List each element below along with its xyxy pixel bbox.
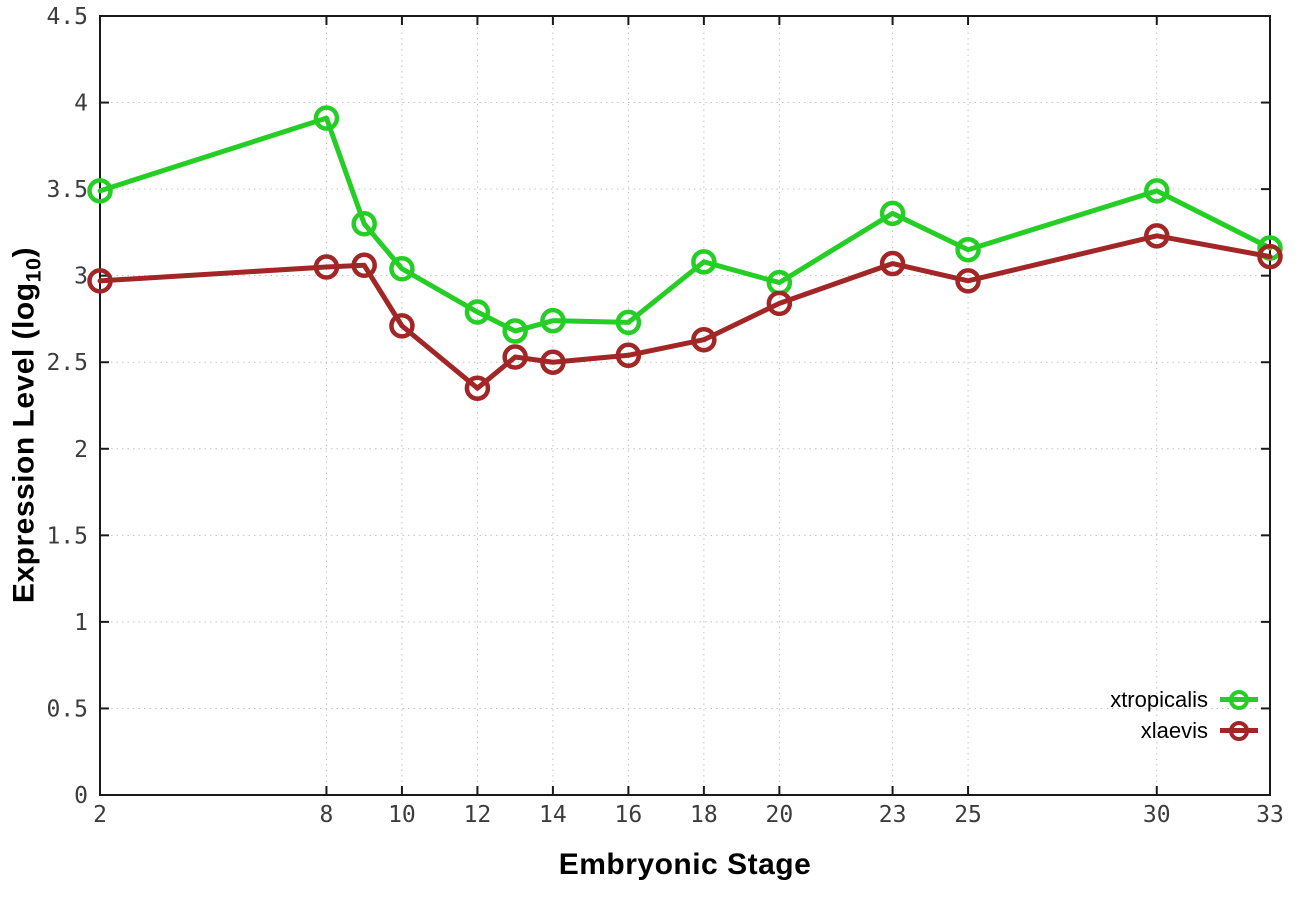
data-point-xlaevis	[389, 313, 415, 339]
y-tick-label: 3.5	[46, 177, 88, 203]
data-point-xlaevis	[351, 252, 377, 279]
y-tick-label: 2.5	[46, 350, 88, 376]
circle-point-icon	[1229, 689, 1249, 710]
data-point-xtropicalis	[955, 236, 981, 263]
x-tick-label: 10	[388, 802, 416, 828]
data-point-xlaevis	[464, 375, 491, 401]
data-point-xlaevis	[615, 342, 642, 369]
data-point-xlaevis	[87, 268, 113, 294]
y-tick-label: 1	[74, 610, 88, 636]
x-tick-label: 18	[690, 802, 718, 828]
x-tick-label: 2	[93, 802, 107, 828]
x-tick-label: 8	[320, 802, 334, 828]
series-marker-icon	[1220, 688, 1258, 712]
y-axis-label-subscript: 10	[20, 257, 46, 283]
y-tick-label: 0.5	[46, 696, 88, 722]
data-point-xlaevis	[955, 268, 981, 294]
y-tick-label: 0	[74, 783, 88, 809]
data-point-xtropicalis	[1144, 178, 1170, 204]
x-tick-label: 12	[464, 802, 492, 828]
x-tick-label: 14	[539, 802, 567, 828]
series-line-xlaevis	[97, 233, 1273, 391]
y-axis-label-text: Expression Level (log	[7, 282, 41, 604]
y-tick-label: 4	[74, 91, 88, 117]
circle-point-icon	[1229, 720, 1249, 741]
data-point-xtropicalis	[615, 309, 642, 336]
data-point-xtropicalis	[879, 200, 906, 227]
data-point-xlaevis	[502, 344, 528, 370]
data-point-xlaevis	[313, 254, 340, 280]
x-tick-label: 16	[615, 802, 643, 828]
data-point-xtropicalis	[502, 318, 528, 344]
data-point-xtropicalis	[464, 299, 491, 325]
series-line-xtropicalis	[97, 115, 1273, 334]
data-point-xtropicalis	[389, 255, 415, 282]
legend-item-xtropicalis: xtropicalis	[1110, 684, 1258, 715]
data-point-xtropicalis	[351, 210, 377, 237]
data-point-xlaevis	[691, 326, 717, 353]
legend-label: xtropicalis	[1110, 686, 1208, 712]
x-tick-label: 30	[1143, 802, 1171, 828]
y-tick-label: 4.5	[46, 4, 88, 30]
data-point-xlaevis	[1144, 223, 1170, 249]
data-point-xlaevis	[766, 290, 793, 317]
y-tick-label: 1.5	[46, 523, 88, 549]
data-point-xtropicalis	[87, 178, 113, 204]
legend-item-xlaevis: xlaevis	[1110, 715, 1258, 746]
x-tick-label: 20	[766, 802, 794, 828]
x-tick-label: 25	[954, 802, 982, 828]
data-point-xlaevis	[540, 349, 566, 375]
data-point-xtropicalis	[691, 249, 717, 275]
x-tick-label: 33	[1256, 802, 1284, 828]
legend: xtropicalis xlaevis	[1110, 684, 1258, 746]
data-point-xlaevis	[879, 250, 906, 277]
x-tick-label: 23	[879, 802, 907, 828]
series-marker-icon	[1220, 719, 1258, 743]
y-tick-label: 3	[74, 264, 88, 290]
legend-label: xlaevis	[1140, 717, 1208, 743]
data-point-xtropicalis	[313, 105, 340, 131]
data-point-xlaevis	[1257, 243, 1283, 270]
y-axis-label: Expression Level (log10)	[8, 247, 47, 603]
plot-border	[99, 15, 1271, 796]
data-point-xtropicalis	[540, 307, 566, 334]
x-axis-label: Embryonic Stage	[558, 848, 812, 881]
y-axis-label-suffix: )	[7, 246, 41, 258]
y-tick-label: 2	[74, 437, 88, 463]
